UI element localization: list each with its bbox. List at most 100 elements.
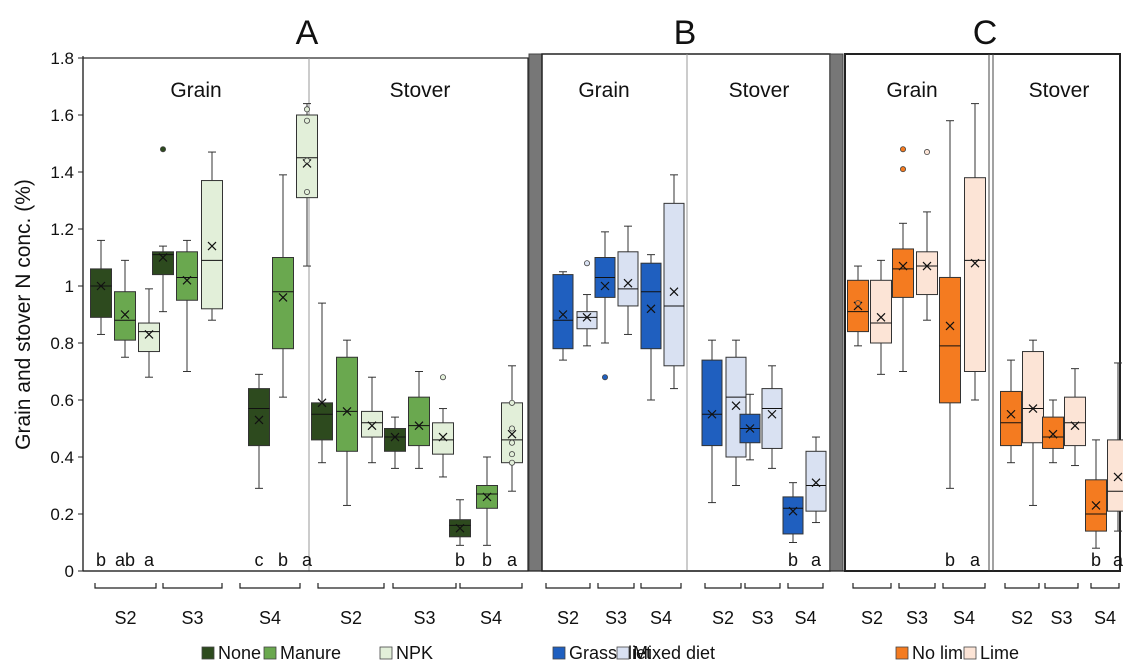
mean-marker: [1006, 409, 1016, 419]
legend-swatch: [616, 646, 630, 660]
significance-letter: a: [507, 550, 518, 570]
y-tick-label: 0.2: [50, 505, 74, 524]
mean-marker: [922, 261, 932, 271]
y-tick-label: 1.8: [50, 49, 74, 68]
section-label: Grain: [578, 79, 629, 102]
site-label: S4: [259, 608, 281, 628]
box-iqr: [576, 311, 598, 330]
mean-marker: [1028, 404, 1038, 413]
mean-marker: [182, 275, 192, 285]
site-label: S2: [861, 608, 883, 628]
box-lime: [964, 103, 986, 401]
mean-marker: [558, 310, 568, 319]
box-iqr: [782, 496, 804, 535]
site-bracket: [744, 583, 781, 589]
significance-letter: b: [945, 550, 955, 570]
box-manure: [114, 259, 136, 358]
box-mixed-diet: [805, 436, 827, 524]
legend-swatch: [552, 646, 566, 660]
site-label: S4: [650, 608, 672, 628]
site-label: S3: [751, 608, 773, 628]
y-tick-label: 1.2: [50, 220, 74, 239]
mean-marker: [646, 304, 656, 314]
outlier-point: [900, 166, 907, 173]
box-grass-diet: [782, 482, 804, 543]
box-mixed-diet: [761, 365, 783, 469]
y-tick-label: 1: [65, 277, 74, 296]
section-label: Stover: [729, 79, 790, 102]
box-iqr: [201, 180, 223, 310]
mean-marker: [144, 330, 154, 339]
box-manure: [476, 456, 498, 546]
outlier-point: [439, 374, 446, 381]
panel-separator: [829, 53, 844, 572]
site-bracket: [317, 583, 385, 589]
box-mixed-diet: [617, 225, 639, 335]
outlier-point: [900, 146, 907, 153]
site-bracket: [1090, 583, 1120, 589]
site-label: S2: [340, 608, 362, 628]
mean-marker: [278, 292, 288, 302]
panel-letter: B: [674, 14, 697, 52]
site-label: S3: [906, 608, 928, 628]
site-bracket: [459, 583, 523, 589]
box-manure: [408, 371, 430, 469]
legend-label: Grass diet: [569, 643, 651, 663]
box-iqr: [701, 359, 723, 447]
mean-marker: [455, 523, 465, 533]
box-iqr: [1022, 351, 1044, 444]
site-bracket: [1044, 583, 1079, 589]
mean-marker: [1113, 472, 1123, 482]
outlier-point: [303, 117, 310, 124]
site-bracket: [545, 583, 591, 589]
mean-marker: [945, 321, 955, 331]
mean-marker: [507, 429, 517, 439]
box-iqr: [939, 276, 961, 404]
y-tick-label: 1.4: [50, 163, 74, 182]
significance-letter: a: [302, 550, 313, 570]
mean-marker: [669, 287, 679, 297]
box-none: [311, 302, 333, 464]
site-label: S2: [557, 608, 579, 628]
outlier-point: [508, 425, 515, 432]
box-lime: [1022, 339, 1044, 506]
section-label: Stover: [390, 79, 451, 102]
box-iqr: [361, 410, 383, 438]
box-iqr: [663, 202, 685, 367]
box-iqr: [272, 257, 294, 350]
mean-marker: [788, 506, 798, 516]
legend-swatch: [201, 646, 215, 660]
mean-marker: [120, 310, 130, 319]
section-label: Stover: [1029, 79, 1090, 102]
outlier-point: [303, 157, 310, 164]
box-lime: [1107, 362, 1123, 532]
box-iqr: [311, 402, 333, 441]
mean-marker: [1048, 429, 1058, 439]
legend-label: Mixed diet: [633, 643, 715, 663]
box-manure: [272, 174, 294, 398]
panel-separator: [528, 53, 543, 572]
y-tick-label: 0.6: [50, 391, 74, 410]
site-label: S2: [712, 608, 734, 628]
mean-marker: [811, 478, 821, 488]
box-no-lime: [1085, 439, 1107, 549]
legend-label: Lime: [980, 643, 1019, 663]
box-iqr: [552, 274, 574, 350]
box-lime: [870, 259, 892, 375]
box-lime: [916, 149, 938, 321]
box-npk: [138, 288, 160, 378]
site-label: S3: [181, 608, 203, 628]
legend-swatch: [379, 646, 393, 660]
mean-marker: [767, 409, 777, 419]
box-iqr: [1064, 396, 1086, 447]
mean-marker: [390, 432, 400, 442]
site-label: S4: [953, 608, 975, 628]
panel-letter: C: [973, 14, 998, 52]
box-no-lime: [1000, 359, 1022, 464]
box-iqr: [640, 262, 662, 350]
box-grass-diet: [552, 271, 574, 361]
box-iqr: [152, 251, 174, 276]
section-label: Grain: [886, 79, 937, 102]
outlier-point: [159, 146, 166, 153]
